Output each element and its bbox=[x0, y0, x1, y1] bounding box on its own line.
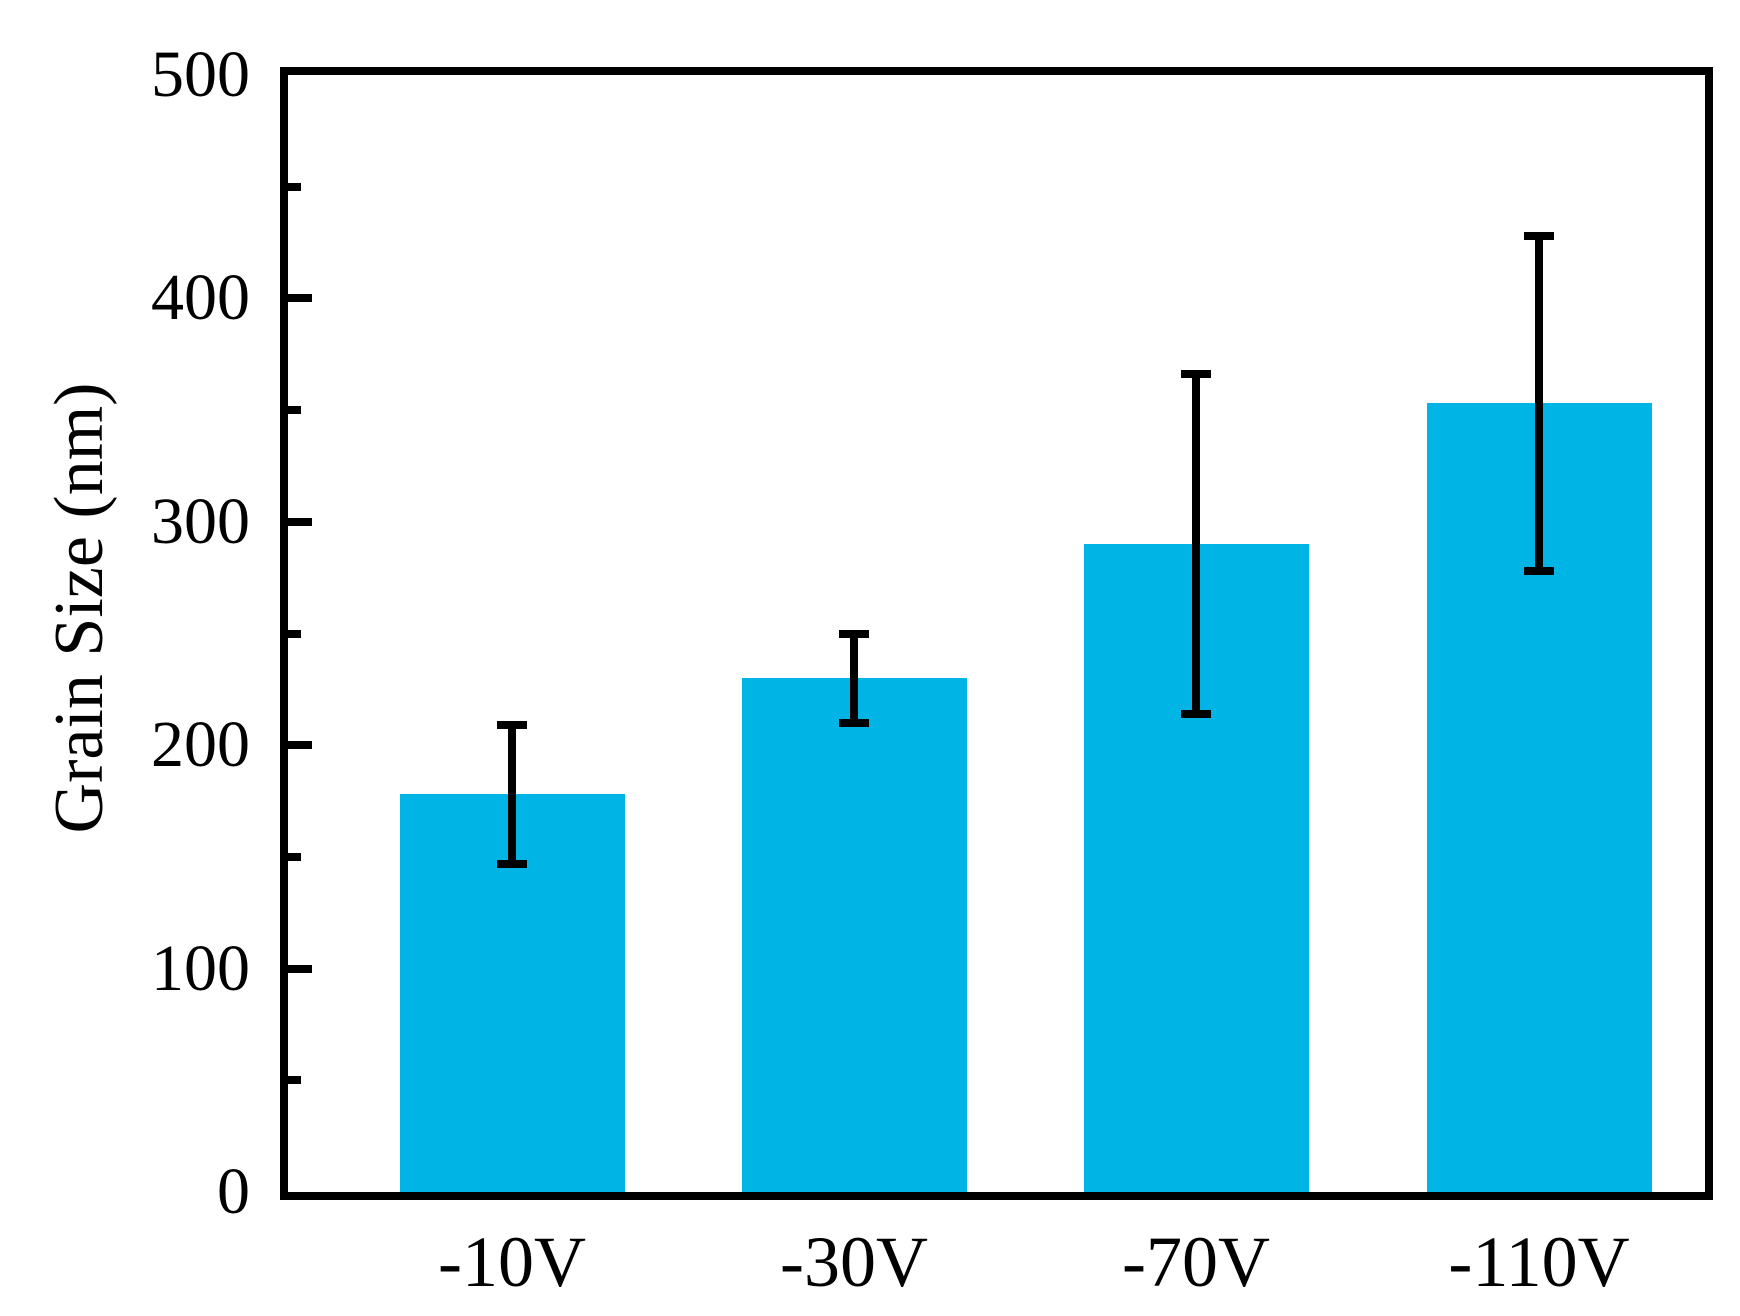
y-minor-tick-150 bbox=[288, 852, 301, 861]
y-tick-label-400: 400 bbox=[151, 261, 250, 335]
error-bar--110V bbox=[1535, 235, 1543, 571]
bar--30V bbox=[741, 678, 967, 1192]
error-cap-low--70V bbox=[1181, 709, 1211, 718]
error-cap-high--30V bbox=[839, 629, 869, 638]
error-cap-high--10V bbox=[497, 721, 527, 730]
error-cap-high--110V bbox=[1524, 231, 1554, 240]
error-cap-low--110V bbox=[1524, 566, 1554, 575]
plot-area bbox=[280, 67, 1713, 1200]
y-minor-tick-350 bbox=[288, 406, 301, 415]
y-major-tick-200 bbox=[288, 741, 312, 750]
y-major-tick-100 bbox=[288, 964, 312, 973]
error-cap-high--70V bbox=[1181, 370, 1211, 379]
error-cap-low--10V bbox=[497, 859, 527, 868]
error-bar--70V bbox=[1192, 374, 1200, 714]
y-major-tick-300 bbox=[288, 517, 312, 526]
x-tick-label--10V: -10V bbox=[438, 1222, 586, 1302]
x-tick-label--30V: -30V bbox=[780, 1222, 928, 1302]
error-bar--30V bbox=[850, 633, 858, 723]
y-minor-tick-450 bbox=[288, 182, 301, 191]
y-minor-tick-50 bbox=[288, 1076, 301, 1085]
y-tick-label-500: 500 bbox=[151, 38, 250, 111]
error-cap-low--30V bbox=[839, 718, 869, 727]
x-tick-label--70V: -70V bbox=[1122, 1222, 1270, 1302]
error-bar--10V bbox=[508, 725, 516, 864]
y-tick-label-300: 300 bbox=[151, 484, 250, 558]
x-tick-label--110V: -110V bbox=[1448, 1222, 1630, 1302]
y-tick-label-100: 100 bbox=[151, 931, 250, 1005]
y-tick-label-200: 200 bbox=[151, 708, 250, 782]
y-major-tick-400 bbox=[288, 294, 312, 303]
y-minor-tick-250 bbox=[288, 629, 301, 638]
y-tick-label-0: 0 bbox=[217, 1155, 250, 1228]
